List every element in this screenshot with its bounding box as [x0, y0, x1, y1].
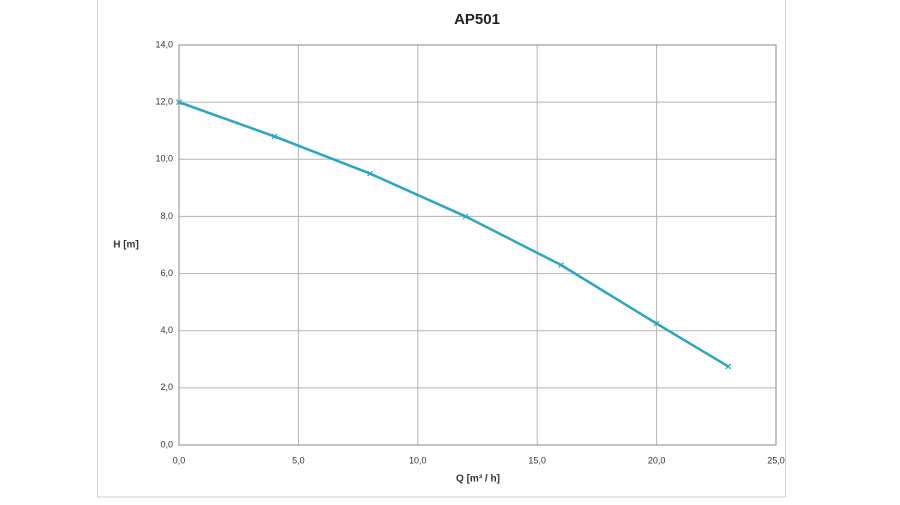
y-tick-label: 4,0 — [160, 325, 173, 335]
data-marker — [367, 170, 373, 177]
x-axis-label: Q [m³ / h] — [456, 474, 500, 485]
x-tick-label: 15,0 — [528, 455, 546, 465]
x-tick-label: 20,0 — [648, 455, 666, 465]
data-marker — [653, 320, 660, 327]
x-tick-label: 5,0 — [292, 455, 305, 465]
y-tick-label: 8,0 — [160, 211, 173, 221]
plot-border — [178, 44, 777, 446]
y-tick-label: 10,0 — [155, 154, 173, 164]
data-marker — [462, 213, 469, 220]
chart-frame — [97, 0, 786, 498]
y-tick-label: 12,0 — [155, 97, 173, 107]
x-tick-label: 25,0 — [767, 455, 785, 465]
x-tick-label: 10,0 — [409, 455, 427, 465]
y-tick-label: 2,0 — [160, 382, 173, 392]
data-marker — [271, 133, 278, 140]
data-marker — [176, 99, 182, 106]
x-tick-label: 0,0 — [173, 455, 186, 465]
y-axis-label: H [m] — [113, 240, 139, 251]
y-tick-label: 14,0 — [155, 39, 173, 49]
chart-title: AP501 — [454, 11, 500, 28]
data-marker — [558, 262, 565, 268]
data-marker — [725, 363, 732, 370]
y-tick-label: 6,0 — [160, 268, 173, 278]
y-tick-label: 0,0 — [160, 439, 173, 449]
